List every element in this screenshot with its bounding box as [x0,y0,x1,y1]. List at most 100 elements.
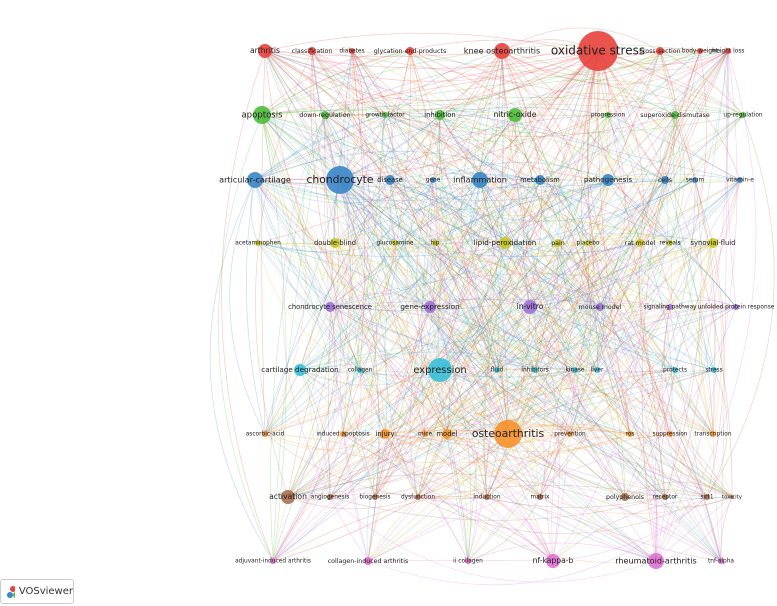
node [247,172,263,188]
link [324,114,666,181]
link [706,114,775,498]
link [659,50,714,244]
link [329,273,737,308]
node [725,48,731,54]
link [339,179,469,562]
link [254,50,503,181]
link [334,242,708,498]
link [394,114,609,244]
link [437,114,516,371]
link [479,50,503,181]
node-label: pathogenesis [584,175,632,184]
link [534,242,559,371]
link [434,242,666,498]
link [725,50,737,308]
links [209,27,775,586]
link [496,50,543,371]
link [520,242,559,498]
link [432,179,676,371]
node [596,303,604,311]
link [581,50,631,435]
link [596,369,659,562]
link [389,179,714,261]
link [624,496,733,508]
link [596,369,626,498]
link [569,179,741,435]
link [272,306,737,562]
link [287,306,336,498]
link [254,179,601,308]
link [514,114,722,562]
link [479,179,509,435]
link [587,50,666,498]
link [264,179,434,435]
link [417,242,714,498]
link [552,369,576,562]
link [569,50,701,435]
link [514,114,722,562]
link [311,50,626,498]
link [264,242,396,435]
link [334,179,481,244]
link [439,114,560,562]
link [529,179,741,308]
link [329,179,696,308]
link [439,114,601,308]
link [246,179,266,435]
link [329,306,714,435]
link [496,369,571,435]
node [594,367,600,373]
link [343,50,554,562]
link [434,242,714,275]
link [311,50,396,244]
link [479,179,733,498]
link [311,50,657,562]
link [501,50,708,498]
link [287,179,351,498]
link [254,179,331,308]
link [389,179,509,435]
link [539,179,605,371]
link [367,433,671,562]
node [627,431,633,437]
logo[interactable]: VOSviewer [0,579,74,604]
link [496,114,676,371]
link [446,433,469,562]
link [507,179,609,435]
link [534,242,589,371]
link [514,114,714,435]
link [367,242,641,562]
link [287,369,715,498]
link [507,306,539,435]
link [597,50,741,181]
node [255,240,261,246]
link [261,114,509,435]
link [264,50,396,244]
link [257,242,469,562]
link [264,50,481,181]
link [429,306,488,498]
link [435,114,554,562]
link [409,50,576,371]
link [424,369,715,435]
node [621,493,629,501]
link [504,179,609,244]
link [669,114,685,244]
node [308,47,316,55]
link [261,114,287,562]
link [311,50,386,116]
link [669,299,737,308]
link [655,179,741,562]
link [507,179,696,435]
link [413,433,426,498]
link [659,50,716,435]
link [484,179,541,498]
link [287,369,576,498]
link [529,306,666,498]
link [655,50,757,562]
link [342,433,448,445]
node-label: collagen-induced arthritis [328,558,409,565]
link [434,178,609,244]
link [587,50,708,498]
link [257,242,361,371]
